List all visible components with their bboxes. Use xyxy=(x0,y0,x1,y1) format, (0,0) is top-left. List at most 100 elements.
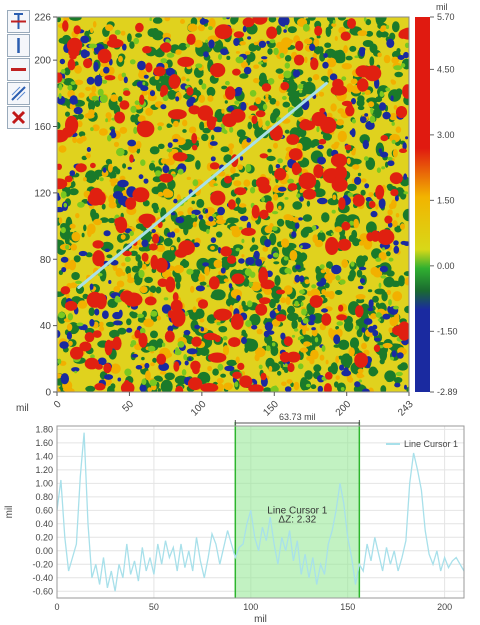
heatmap-blob xyxy=(248,384,264,392)
heatmap-blob xyxy=(229,148,233,156)
heatmap-blob xyxy=(317,156,326,165)
heatmap-blob xyxy=(58,217,63,224)
heatmap-blob xyxy=(176,236,181,243)
heatmap-blob xyxy=(201,19,209,24)
add-cursor-icon xyxy=(11,13,26,29)
heatmap-blob xyxy=(121,271,126,276)
heatmap-blob xyxy=(381,166,385,170)
heatmap-blob xyxy=(267,48,273,55)
vertical-cursor-button[interactable] xyxy=(7,34,30,57)
heatmap-blob xyxy=(259,209,269,220)
heatmap-blob xyxy=(338,355,344,360)
heatmap-blob xyxy=(245,257,255,266)
heatmap-blob xyxy=(190,285,195,293)
heatmap-blob xyxy=(262,58,268,63)
heatmap-blob xyxy=(309,43,316,52)
heatmap-blob xyxy=(277,370,282,376)
heatmap-blob xyxy=(228,283,233,289)
add-cursor-button[interactable] xyxy=(7,10,30,33)
heatmap-blob xyxy=(299,252,308,262)
heatmap-blob xyxy=(395,126,402,133)
line-cursor-button[interactable] xyxy=(7,82,30,105)
heatmap-blob xyxy=(233,218,239,223)
heatmap-blob xyxy=(368,101,375,108)
heatmap-blob xyxy=(165,276,176,293)
heatmap-blob xyxy=(342,355,348,362)
heatmap-blob xyxy=(344,144,352,151)
heatmap-blob xyxy=(274,168,287,181)
heatmap-blob xyxy=(216,377,224,384)
heatmap-blob xyxy=(355,325,360,330)
heatmap-blob xyxy=(290,382,294,388)
heatmap-blob xyxy=(284,267,292,274)
heatmap-blob xyxy=(167,310,175,319)
heatmap-blob xyxy=(253,41,258,46)
heatmap-blob xyxy=(140,159,146,166)
colorbar-tick-label: 3.00 xyxy=(437,130,455,140)
heatmap-blob xyxy=(355,305,364,318)
horizontal-cursor-button[interactable] xyxy=(7,58,30,81)
heatmap-blob xyxy=(262,103,268,110)
heatmap-blob xyxy=(331,264,342,275)
heatmap-blob xyxy=(86,291,104,308)
heatmap-blob xyxy=(70,81,76,85)
heatmap-blob xyxy=(394,71,404,78)
line-cursor[interactable] xyxy=(77,81,328,289)
heatmap-blob xyxy=(365,120,375,130)
heatmap-blob xyxy=(214,335,221,343)
heatmap-blob xyxy=(303,341,311,347)
heatmap-blob xyxy=(349,269,356,279)
heatmap-blob xyxy=(77,201,85,208)
heatmap-blob xyxy=(273,385,278,389)
heatmap-blob xyxy=(90,27,94,34)
heatmap-blob xyxy=(288,148,303,161)
heatmap-blob xyxy=(194,39,203,48)
heatmap-blob xyxy=(255,97,262,105)
heatmap-blob xyxy=(116,280,125,288)
heatmap-blob xyxy=(312,53,318,59)
heatmap-blob xyxy=(229,126,234,133)
heatmap-blob xyxy=(317,385,323,392)
delete-button[interactable] xyxy=(7,106,30,129)
heatmap-blob xyxy=(284,55,292,62)
heatmap-blob xyxy=(197,105,214,121)
heatmap-blob xyxy=(263,330,270,338)
heatmap-blob xyxy=(218,53,222,60)
heatmap-blob xyxy=(269,98,277,105)
heatmap-blob xyxy=(284,197,289,200)
profile-y-tick-label: -0.20 xyxy=(32,559,53,569)
heatmap-blob xyxy=(124,256,131,262)
heatmap-blob xyxy=(283,70,292,79)
heatmap-blob xyxy=(393,245,400,254)
cursor-region[interactable] xyxy=(235,426,360,598)
heatmap-blob xyxy=(192,179,199,187)
heatmap-blob xyxy=(299,275,305,283)
heatmap-blob xyxy=(300,245,303,249)
heatmap-blob xyxy=(365,19,372,26)
heatmap-blob xyxy=(163,251,169,256)
heatmap-blob xyxy=(258,40,267,48)
heatmap-blob xyxy=(280,297,286,304)
heatmap-blob xyxy=(220,48,229,56)
heatmap-blob xyxy=(258,267,269,285)
heatmap-blob xyxy=(107,217,116,224)
heatmap-blob xyxy=(57,129,69,143)
heatmap-blob xyxy=(160,158,167,164)
heatmap-blob xyxy=(180,19,185,24)
heatmap-blob xyxy=(85,385,96,392)
heatmap-blob xyxy=(135,365,143,370)
heatmap-blob xyxy=(123,76,128,84)
heatmap-blob xyxy=(279,52,285,59)
heatmap-blob xyxy=(368,299,374,308)
heatmap-blob xyxy=(265,357,275,369)
heatmap-blob xyxy=(402,208,409,222)
heatmap-blob xyxy=(186,268,194,275)
heatmap-blob xyxy=(375,17,387,24)
heatmap-blob xyxy=(356,298,365,304)
heatmap-blob xyxy=(352,194,365,207)
heatmap-blob xyxy=(226,359,238,367)
heatmap-blob xyxy=(149,162,156,171)
heatmap-blob xyxy=(294,274,301,283)
colorbar-tick-label: 4.50 xyxy=(437,64,455,74)
heatmap-blob xyxy=(133,37,140,45)
